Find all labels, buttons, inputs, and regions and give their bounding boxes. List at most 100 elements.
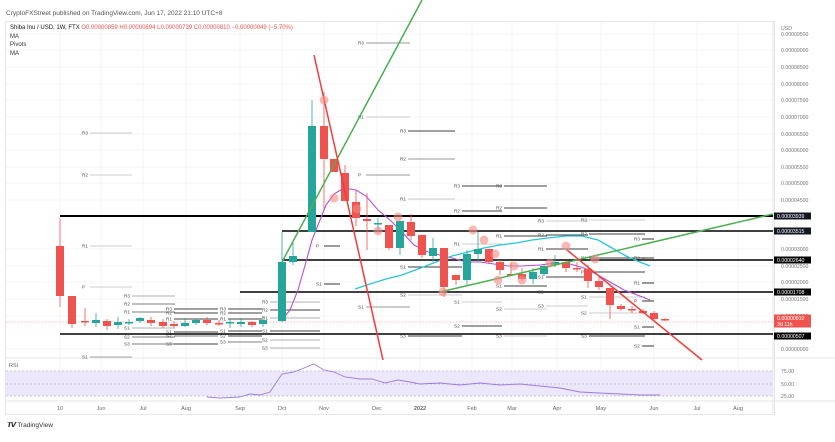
candle[interactable]	[56, 218, 64, 307]
rsi-title[interactable]: RSI	[9, 363, 19, 369]
candle[interactable]	[159, 319, 167, 328]
time-tick: Oct	[278, 406, 287, 412]
candle[interactable]	[540, 265, 548, 276]
candle[interactable]	[289, 243, 297, 265]
grid	[6, 22, 773, 400]
pivot-label: S2	[124, 335, 130, 340]
candle[interactable]	[485, 249, 493, 264]
marker-dot	[373, 226, 383, 236]
pivot-label: S1	[316, 282, 322, 287]
candle[interactable]	[320, 92, 328, 210]
ma-cyan-line[interactable]	[354, 235, 651, 290]
pivot-label: R2	[220, 311, 226, 316]
marker-dot	[545, 258, 555, 268]
price-tick: 0.00008500	[781, 65, 809, 71]
candle[interactable]	[203, 317, 211, 325]
pivot-label: S1	[454, 300, 460, 305]
pivot-label: S3	[400, 334, 406, 339]
pivot-label: S2	[581, 311, 587, 316]
candle[interactable]	[418, 235, 426, 258]
candle[interactable]	[584, 265, 592, 288]
trend-line[interactable]	[281, 0, 423, 263]
candle[interactable]	[215, 320, 223, 326]
trend-lines[interactable]	[281, 0, 774, 361]
marker-dot	[517, 275, 527, 285]
pivot-label: S3	[166, 342, 172, 347]
pivot-label: R1	[124, 310, 130, 315]
svg-text:0.00003939: 0.00003939	[777, 214, 805, 220]
candle[interactable]	[628, 306, 636, 313]
marker-dot	[468, 225, 478, 235]
pivot-levels: R3R2R1PS1R3R2R1S1S2S3R3R2R1S1S2S3R3R2R1S…	[82, 41, 654, 360]
candle[interactable]	[429, 238, 437, 262]
candle[interactable]	[147, 317, 155, 326]
candle[interactable]	[259, 317, 267, 327]
rsi-axis-tick: 50.00	[781, 382, 794, 388]
candle[interactable]	[617, 304, 625, 311]
time-tick: Mar	[507, 406, 517, 412]
candle[interactable]	[237, 318, 245, 327]
pivot-label: R2	[581, 232, 587, 237]
pivot-label: S1	[220, 329, 226, 334]
candle[interactable]	[474, 232, 482, 262]
indicator-pivots[interactable]: Pivots	[10, 42, 27, 48]
symbol-name: Shiba Inu / USD, 1W, FTX	[10, 25, 80, 31]
pivot-label: R3	[454, 184, 460, 189]
tradingview-logo[interactable]: 𝙏𝙑 TradingView	[7, 421, 53, 430]
price-tag: 0.00002640	[774, 256, 811, 264]
trend-line[interactable]	[566, 249, 703, 361]
candle[interactable]	[385, 225, 393, 250]
candle[interactable]	[125, 319, 133, 325]
candlesticks[interactable]	[56, 92, 669, 330]
trend-line[interactable]	[313, 54, 384, 361]
candle[interactable]	[363, 193, 371, 250]
pivot-label: S2	[400, 293, 406, 298]
pivot-label: R3	[538, 219, 544, 224]
candle[interactable]	[170, 321, 178, 328]
pivot-label: S3	[124, 342, 130, 347]
candle[interactable]	[192, 319, 200, 325]
candle[interactable]	[181, 318, 189, 327]
candle[interactable]	[226, 319, 234, 328]
candle[interactable]	[650, 311, 658, 321]
marker-dot	[493, 275, 503, 285]
candle[interactable]	[606, 288, 614, 319]
candle[interactable]	[452, 275, 460, 285]
time-tick: Jul	[139, 406, 146, 412]
symbol-legend-row[interactable]: Shiba Inu / USD, 1W, FTX O0.00000859 H0.…	[10, 24, 293, 33]
candle[interactable]	[661, 318, 669, 321]
candle[interactable]	[114, 317, 122, 329]
indicator-ma-1[interactable]: MA	[10, 33, 19, 40]
pivot-label: R1	[82, 244, 88, 249]
key-levels	[60, 215, 773, 335]
pivot-label: S1	[82, 355, 88, 360]
candle[interactable]	[396, 221, 404, 255]
candle[interactable]	[595, 277, 603, 290]
time-tick: 2022	[414, 406, 426, 412]
time-tick: Apr	[553, 406, 562, 412]
pivot-label: S2	[634, 344, 640, 349]
price-tick: 0.00007500	[781, 98, 809, 104]
pivot-label: R3	[496, 184, 502, 189]
candle[interactable]	[278, 232, 286, 322]
pivot-label: S1	[581, 295, 587, 300]
pivot-label: R3	[262, 300, 268, 305]
candle[interactable]	[81, 308, 89, 326]
pivot-label: R2	[454, 209, 460, 214]
candle[interactable]	[463, 250, 471, 285]
candle[interactable]	[136, 317, 144, 323]
candle[interactable]	[308, 100, 316, 232]
candle[interactable]	[248, 321, 256, 327]
time-axis[interactable]: 10 Jun Jul Aug Sep Oct Nov Dec 2022 Feb Mar Apr May J…	[57, 406, 743, 412]
candle[interactable]	[103, 319, 111, 330]
candle[interactable]	[573, 262, 581, 272]
candle[interactable]	[407, 214, 415, 240]
rsi-pane[interactable]: 75.00 50.00 25.00	[6, 363, 794, 400]
candle[interactable]	[68, 296, 76, 328]
indicator-ma-2[interactable]: MA	[10, 50, 19, 57]
candle[interactable]	[92, 313, 100, 327]
candle[interactable]	[496, 260, 504, 275]
pivot-label: P	[82, 285, 85, 290]
